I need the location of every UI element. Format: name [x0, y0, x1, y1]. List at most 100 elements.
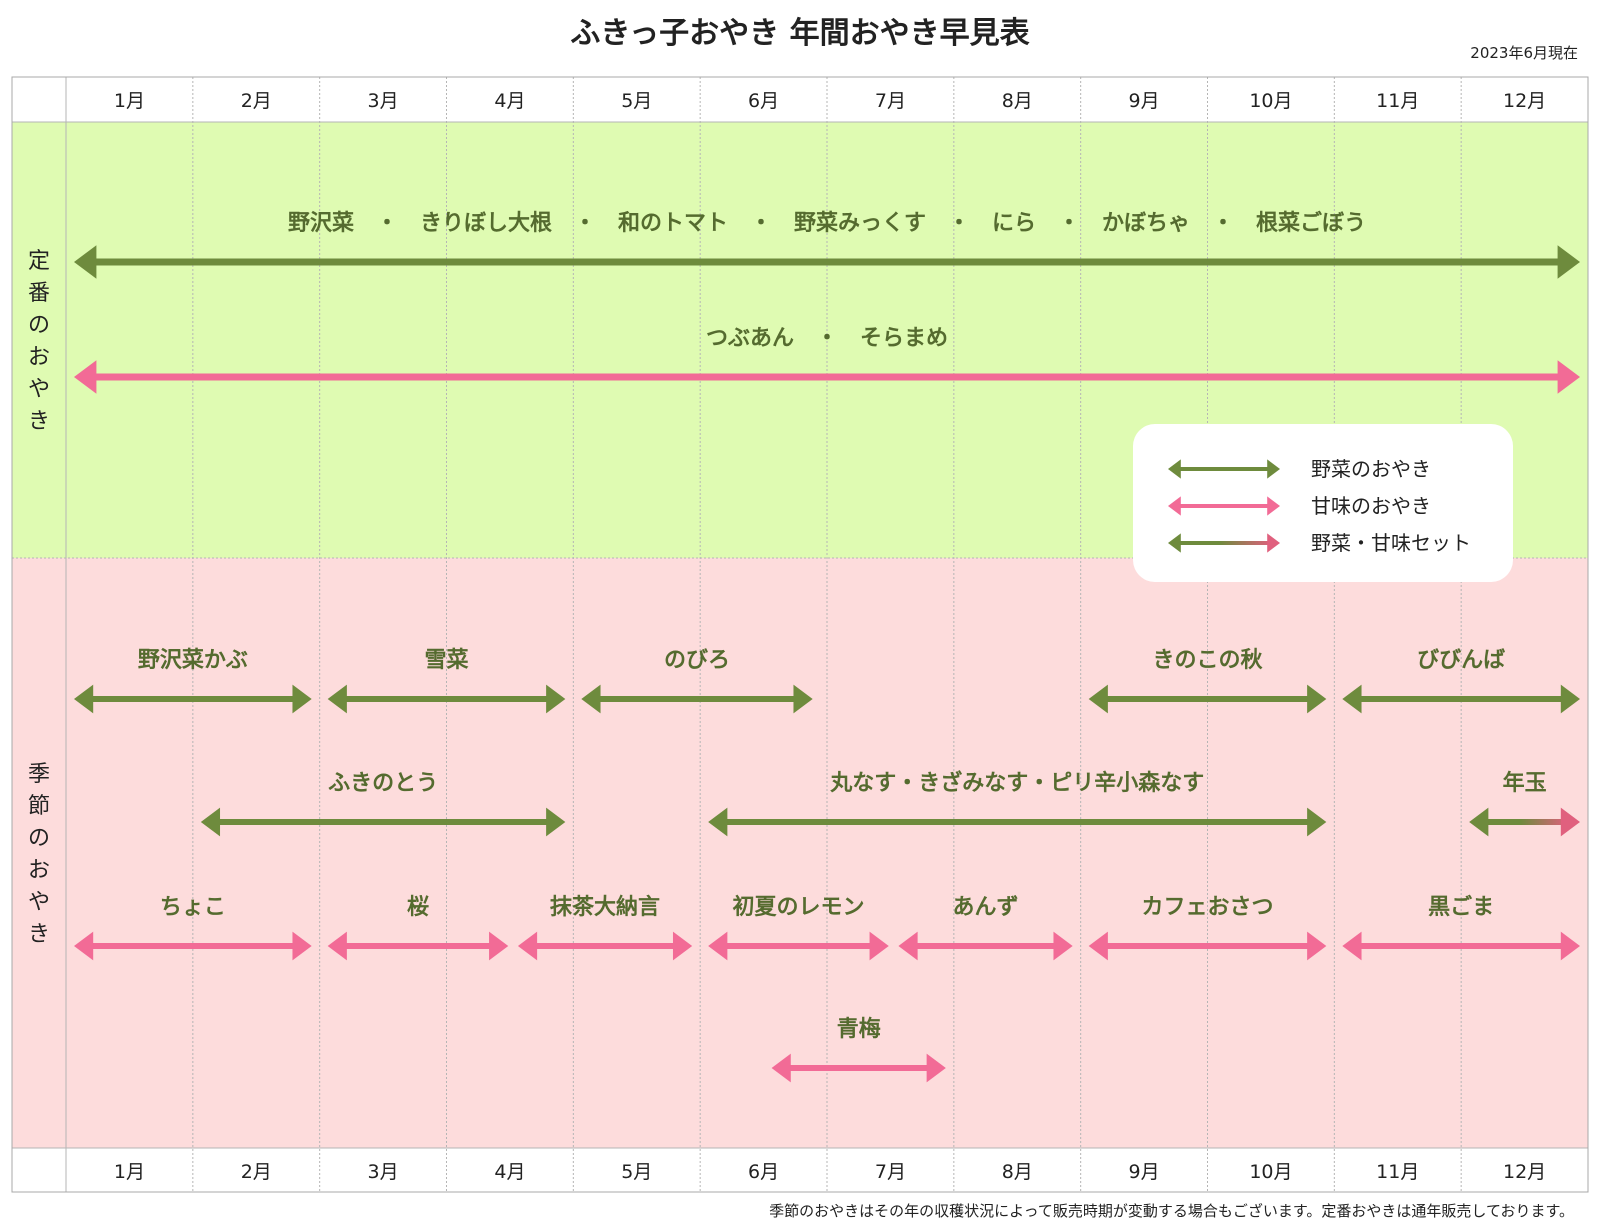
- row-label-char: き: [28, 409, 50, 434]
- legend-arrow: [1168, 496, 1280, 516]
- item-label: 初夏のレモン: [732, 894, 864, 920]
- arrow-head-left: [200, 807, 221, 837]
- item-label: 野沢菜かぶ: [138, 648, 248, 673]
- row-bg-seasonal: [12, 558, 1588, 1148]
- arrow-shaft: [1175, 467, 1273, 471]
- arrow-head-left: [898, 931, 918, 961]
- arrow-head-left: [581, 684, 601, 714]
- month-header-top: 12月: [1503, 90, 1546, 112]
- arrow-shaft: [212, 819, 554, 825]
- arrow-shaft: [85, 943, 301, 949]
- arrow-head-right: [292, 931, 312, 961]
- arrow-shaft: [87, 258, 1567, 266]
- arrow-shaft: [1100, 943, 1315, 949]
- item-label: きのこの秋: [1152, 648, 1263, 673]
- item-label: びびんば: [1417, 648, 1505, 673]
- arrow-head-left: [327, 684, 347, 714]
- arrow-head-left: [517, 931, 538, 961]
- item-label: 雪菜: [424, 648, 468, 673]
- item-label: 黒ごま: [1428, 894, 1494, 920]
- arrow-head-left: [1342, 684, 1362, 714]
- month-header-bottom: 7月: [875, 1161, 906, 1183]
- month-header-top: 3月: [368, 90, 399, 112]
- item-arrow: [581, 684, 813, 714]
- item-arrow: [1088, 684, 1327, 714]
- arrow-head-right: [1560, 931, 1580, 961]
- arrow-head-right: [1560, 684, 1580, 714]
- item-label: ふきのとう: [328, 771, 438, 796]
- row-label-char: 節: [28, 794, 50, 819]
- row-label-char: き: [28, 922, 50, 947]
- row-label-char: の: [28, 826, 50, 851]
- page-title: ふきっ子おやき 年間おやき早見表: [570, 16, 1030, 51]
- row-label-char: お: [28, 858, 50, 883]
- item-arrow: [708, 807, 1327, 837]
- item-label: のびろ: [664, 648, 730, 673]
- arrow-head-right: [1557, 360, 1580, 394]
- arrow-head-right: [1307, 807, 1327, 837]
- arrow-head-right: [1307, 684, 1327, 714]
- arrow-head-right: [672, 931, 693, 961]
- arrow-shaft: [719, 943, 878, 949]
- row-label-char: や: [28, 890, 50, 915]
- row-label-char: 季: [28, 762, 50, 787]
- arrow-head-left: [74, 360, 97, 394]
- legend-arrow: [1168, 459, 1280, 479]
- as-of-date: 2023年6月現在: [1470, 44, 1578, 62]
- arrow-head-left: [74, 245, 97, 279]
- arrow-shaft: [529, 943, 681, 949]
- month-header-top: 2月: [241, 90, 272, 112]
- arrow-head-right: [546, 684, 566, 714]
- arrow-head-right: [793, 684, 813, 714]
- month-header-bottom: 3月: [368, 1161, 399, 1183]
- arrow-head-left: [327, 931, 347, 961]
- item-label: カフェおさつ: [1141, 895, 1273, 920]
- arrow-shaft: [1175, 504, 1273, 508]
- item-arrow: [74, 684, 312, 714]
- legend-label: 野菜・甘味セット: [1311, 531, 1471, 555]
- item-label: 丸なす・きざみなす・ピリ辛小森なす: [829, 770, 1204, 796]
- arrow-head-left: [708, 807, 728, 837]
- arrow-shaft: [1353, 943, 1569, 949]
- arrow-shaft: [909, 943, 1062, 949]
- item-arrow: [74, 360, 1580, 394]
- arrow-shaft: [1100, 696, 1315, 702]
- arrow-head-right: [1267, 533, 1280, 553]
- arrow-head-right: [546, 807, 566, 837]
- month-header-bottom: 5月: [621, 1161, 652, 1183]
- item-label: あんず: [953, 895, 1019, 920]
- arrow-head-right: [1267, 459, 1280, 479]
- arrow-head-left: [1168, 533, 1181, 553]
- month-header-top: 1月: [114, 90, 145, 112]
- item-arrow: [1088, 931, 1327, 961]
- row-label-seasonal: 季節のおやき: [28, 762, 50, 947]
- arrow-head-right: [1560, 807, 1580, 837]
- arrow-head-left: [708, 931, 728, 961]
- arrow-head-left: [1469, 807, 1489, 837]
- item-label: 桜: [407, 895, 429, 920]
- row-label-char: の: [28, 313, 50, 338]
- arrow-head-right: [1053, 931, 1073, 961]
- month-header-bottom: 6月: [748, 1161, 779, 1183]
- month-header-top: 6月: [748, 90, 779, 112]
- arrow-head-right: [869, 931, 889, 961]
- item-arrow: [1342, 931, 1580, 961]
- row-label-char: お: [28, 345, 50, 370]
- arrow-shaft: [1175, 541, 1273, 545]
- arrow-shaft: [719, 819, 1315, 825]
- item-arrow: [327, 684, 566, 714]
- legend-arrow: [1168, 533, 1280, 553]
- month-header-bottom: 2月: [241, 1161, 272, 1183]
- item-arrow: [517, 931, 693, 961]
- arrow-shaft: [85, 696, 301, 702]
- arrow-head-left: [1088, 931, 1108, 961]
- arrow-shaft: [87, 373, 1567, 381]
- month-header-bottom: 4月: [494, 1161, 525, 1183]
- arrow-head-left: [1342, 931, 1362, 961]
- footnote: 季節のおやきはその年の収穫状況によって販売時期が変動する場合もございます。定番お…: [769, 1202, 1574, 1220]
- item-label: 野沢菜 ・ きりぼし大根 ・ 和のトマト ・ 野菜みっくす ・ にら ・ かぼち…: [288, 210, 1366, 236]
- item-arrow: [74, 931, 312, 961]
- arrow-shaft: [339, 696, 554, 702]
